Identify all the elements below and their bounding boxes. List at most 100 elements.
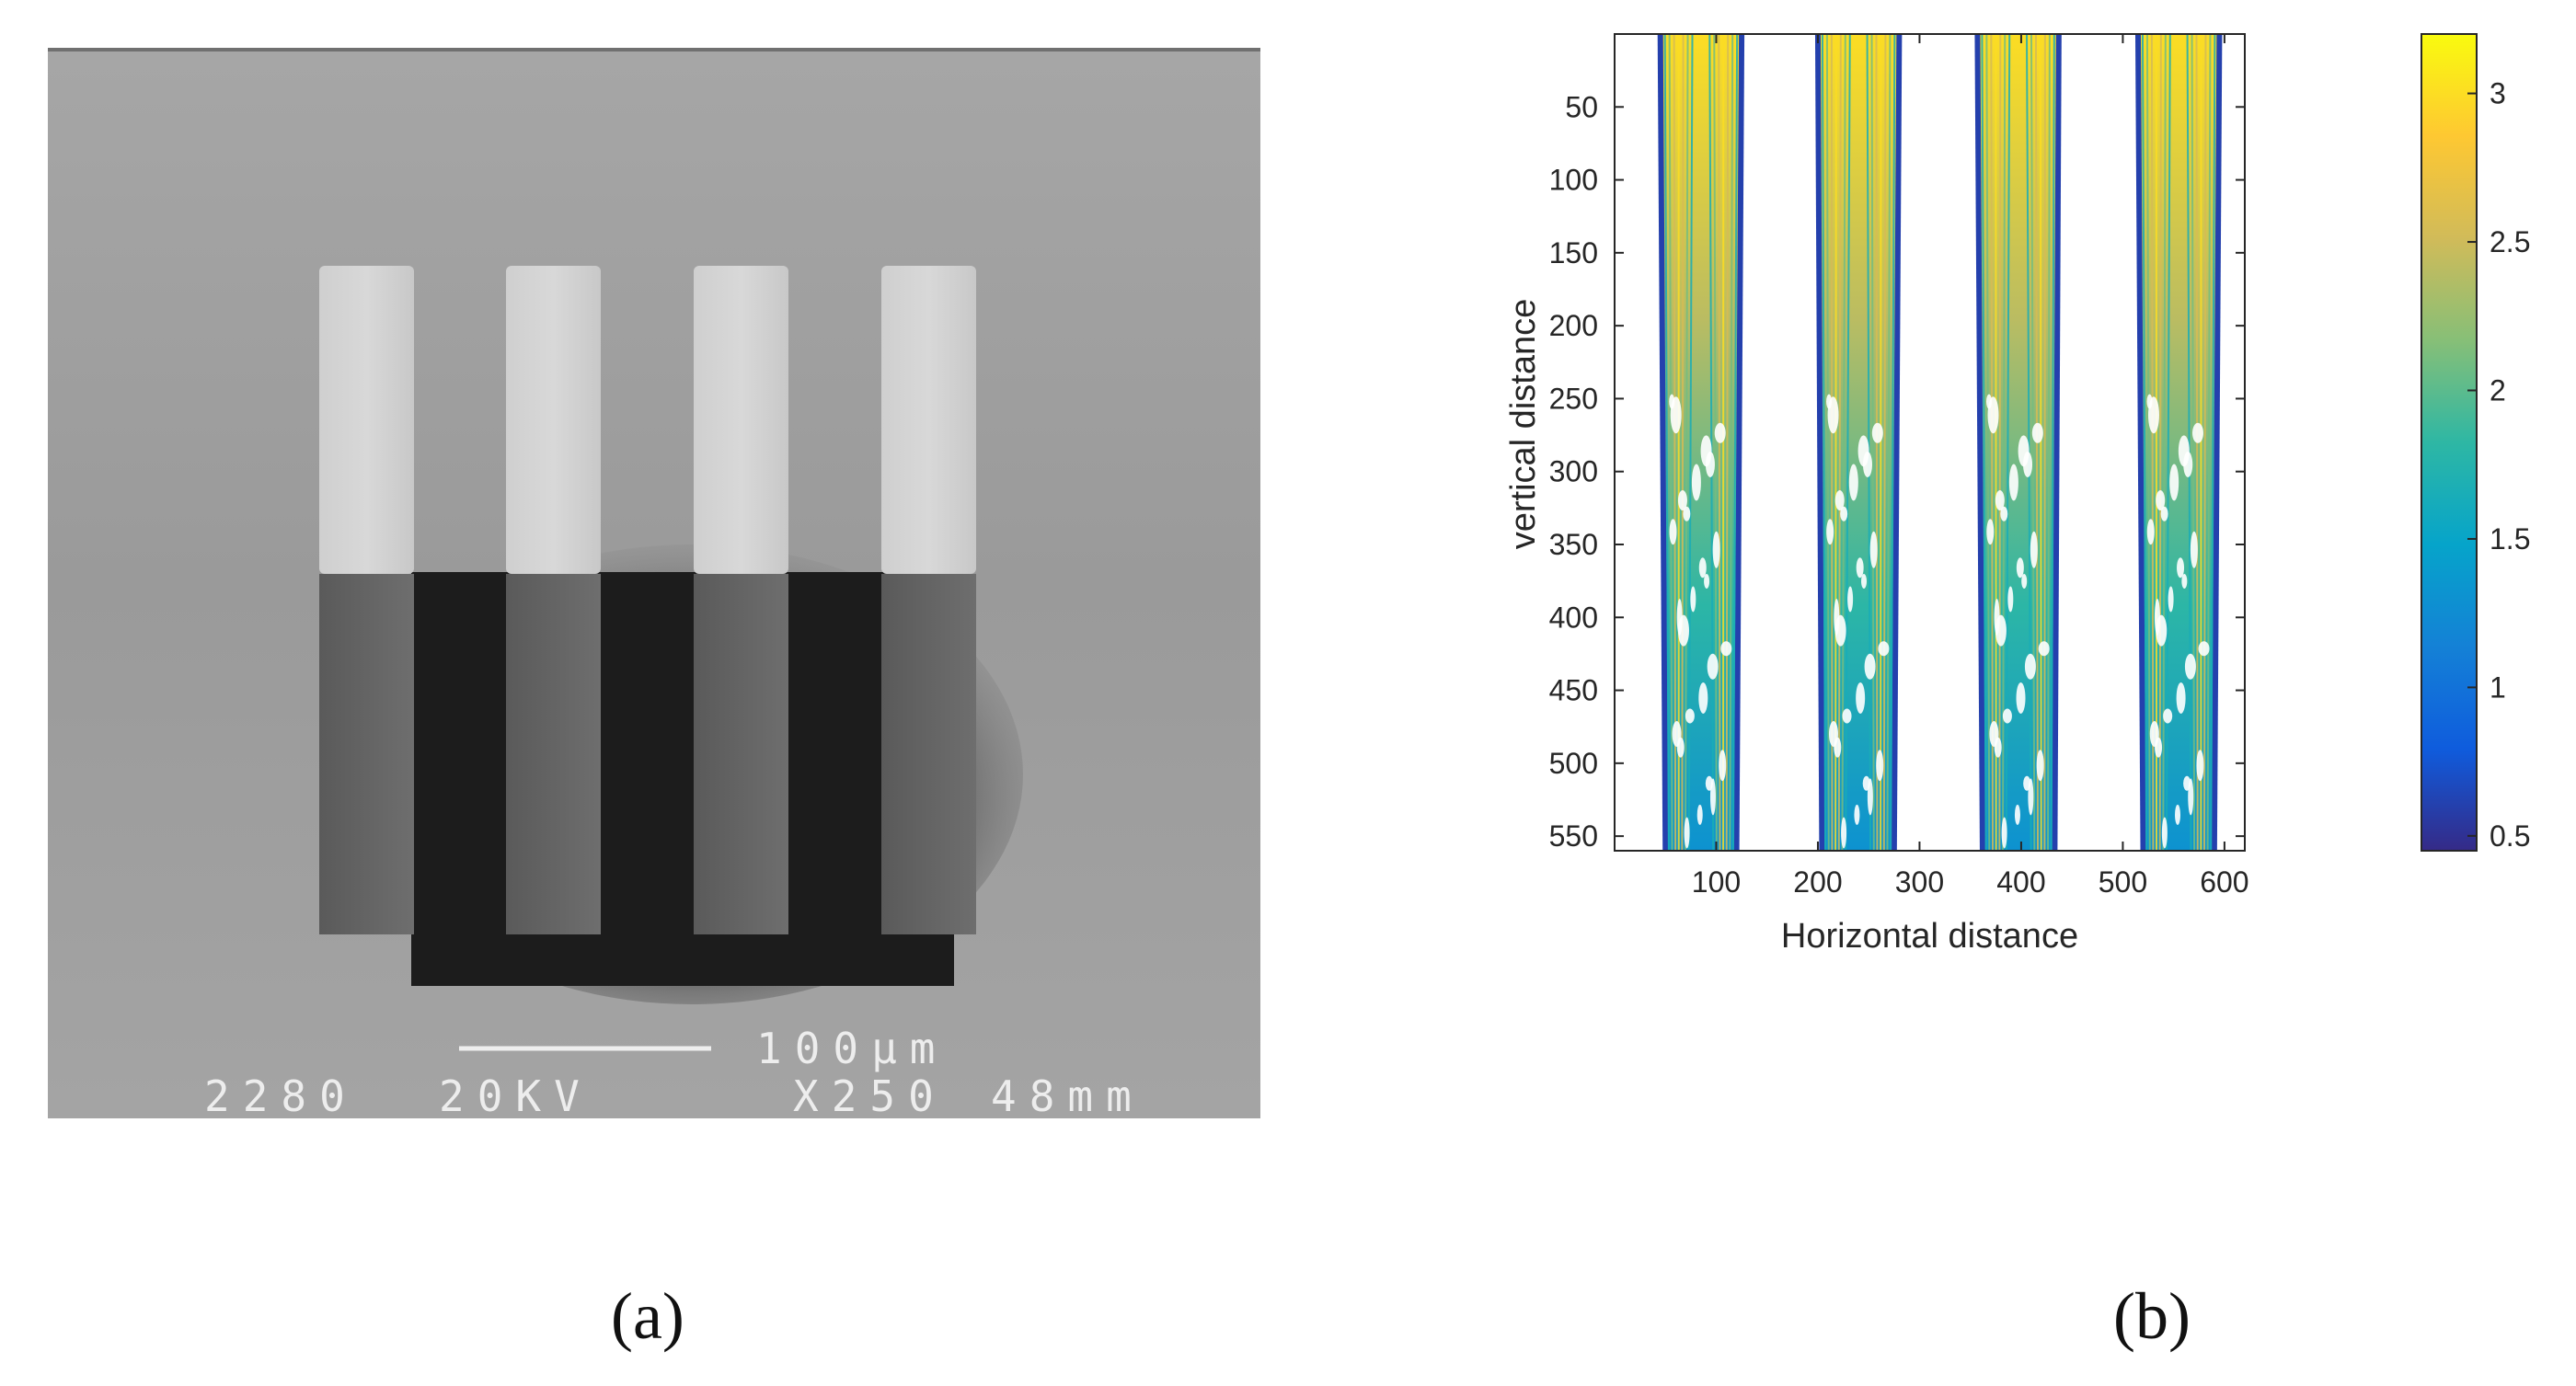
colorbar-tick-label: 2.5 (2490, 225, 2530, 258)
contour-line (2150, 34, 2155, 851)
contour-band-3 (1974, 34, 2062, 851)
contour-gap (1698, 557, 1707, 578)
contour-gap (1669, 519, 1677, 545)
contour-gap (2188, 778, 2194, 816)
contour-bands (1657, 34, 2223, 851)
contour-gap (2161, 817, 2168, 849)
scale-bar-label: 100µm (756, 1024, 948, 1073)
contour-gap (2181, 573, 2188, 589)
contour-gap (1864, 653, 1876, 680)
contour-line (1731, 34, 1739, 851)
contour-gap (2176, 682, 2186, 714)
contour-gap (1670, 396, 1682, 434)
contour-gap (2016, 682, 2026, 714)
contour-gap (1683, 506, 1691, 521)
sem-info-voltage: 20KV (439, 1071, 592, 1118)
contour-gap (1696, 804, 1703, 825)
y-tick-label: 300 (1549, 455, 1598, 488)
x-tick-label: 400 (1996, 865, 2045, 899)
contour-edge-right (2052, 34, 2062, 851)
colorbar-tick-label: 0.5 (2490, 819, 2530, 853)
x-tick-label: 600 (2200, 865, 2248, 899)
contour-gap (1690, 586, 1696, 613)
pillar-1 (319, 266, 414, 934)
contour-line (1886, 34, 1892, 851)
contour-gap (1867, 778, 1873, 816)
colorbar-gradient (2421, 33, 2478, 852)
contour-line (1713, 34, 1718, 851)
contour-gap (2008, 464, 2018, 501)
contour-edge-left (1814, 34, 1825, 851)
contour-band-fill (1977, 34, 2059, 851)
contour-gap (1994, 737, 2002, 758)
contour-gap (1685, 708, 1695, 724)
sem-info-id: 2280 (204, 1071, 358, 1118)
sem-info-magnification: X250 (793, 1071, 947, 1118)
x-axis-label: Horizontal distance (1781, 917, 2078, 956)
contour-line (1729, 34, 1734, 851)
y-tick-label: 250 (1549, 382, 1598, 415)
contour-gap (1707, 653, 1719, 680)
y-tick-label: 200 (1549, 309, 1598, 342)
contour-line (2210, 34, 2216, 851)
contour-band-1 (1657, 34, 1745, 851)
colorbar-tick-label: 1.5 (2490, 522, 2530, 556)
sem-image: 100µm 2280 20KV X250 48mm (48, 48, 1260, 1118)
contour-gap (2169, 464, 2179, 501)
contour-edge-left (2134, 34, 2146, 851)
contour-band-4 (2134, 34, 2223, 851)
x-tick-label: 200 (1793, 865, 1842, 899)
contour-line (1837, 34, 1842, 851)
contour-edge-left (1657, 34, 1669, 851)
contour-gap (1698, 682, 1708, 714)
contour-edge-right (1891, 34, 1903, 851)
contour-gap (1834, 490, 1845, 511)
contour-line (2186, 34, 2192, 851)
colorbar: 0.5 1 1.5 2 2.5 3 (2421, 33, 2530, 853)
contour-gap (2021, 573, 2028, 589)
contour-chart: 100 200 300 400 500 600 50 100 150 200 250 300 350 4… (1490, 18, 2548, 1177)
x-tick-label: 500 (2099, 865, 2147, 899)
contour-gap (1720, 641, 1732, 657)
contour-gap (1987, 396, 1999, 434)
contour-gap (2183, 451, 2193, 477)
contour-gap (1704, 573, 1710, 589)
contour-gap (2024, 653, 2036, 680)
contour-gap (2163, 708, 2173, 724)
contour-line (1882, 34, 1887, 851)
contour-line (1990, 34, 1994, 851)
contour-line (1825, 34, 1830, 851)
pillar-3 (694, 266, 788, 934)
contour-gap (1871, 422, 1883, 443)
contour-gap (2038, 641, 2050, 657)
contour-gap (1869, 531, 1878, 568)
contour-gap (1677, 614, 1689, 647)
contour-gap (2028, 778, 2034, 816)
contour-gap (2007, 586, 2014, 613)
y-axis-label: vertical distance (1504, 299, 1543, 549)
contour-line (2141, 34, 2148, 851)
sem-info-working-distance: 48mm (991, 1071, 1144, 1118)
contour-gap (2156, 614, 2168, 647)
sem-micrograph: 100µm 2280 20KV X250 48mm (48, 48, 1260, 1118)
contour-line (2047, 34, 2051, 851)
contour-gap (1709, 778, 1716, 816)
contour-gap (1676, 737, 1685, 758)
contour-gap (2175, 804, 2181, 825)
panel-label-b: (b) (2113, 1279, 2191, 1353)
contour-gap (1848, 464, 1858, 501)
y-axis-ticks: 50 100 150 200 250 300 350 400 450 500 550 (1549, 90, 2245, 853)
y-tick-label: 450 (1549, 674, 1598, 707)
contour-gap (1856, 682, 1866, 714)
contour-line (2043, 34, 2046, 851)
contour-line (1985, 34, 1991, 851)
contour-gap (2016, 557, 2024, 578)
contour-gap (1677, 490, 1687, 511)
contour-gap (1684, 817, 1690, 849)
x-tick-label: 300 (1895, 865, 1944, 899)
contour-edge-right (2211, 34, 2223, 851)
contour-gap (2177, 557, 2185, 578)
contour-gap (1712, 531, 1720, 568)
contour-gap (1826, 519, 1834, 545)
contour-gap (1995, 614, 2007, 647)
